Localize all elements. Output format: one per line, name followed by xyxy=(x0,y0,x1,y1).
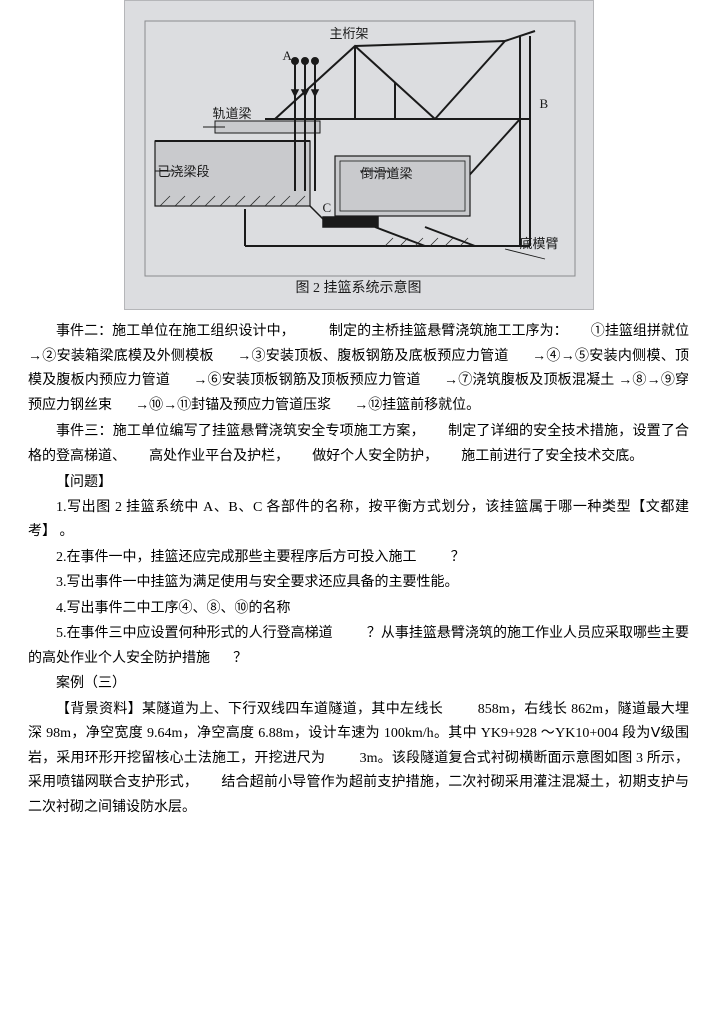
document-body: 事件二：施工单位在施工组织设计中， 制定的主桥挂篮悬臂浇筑施工工序为： ①挂篮组… xyxy=(0,316,717,820)
text: →⑫挂篮前移就位。 xyxy=(354,398,480,413)
label-bottom-mold-arm: 底模臂 xyxy=(520,233,559,256)
question-4: 4.写出事件二中工序④、⑧、⑩的名称 xyxy=(28,597,689,622)
background-para: 【背景资料】某隧道为上、下行双线四车道隧道，其中左线长 858m，右线长 862… xyxy=(28,698,689,821)
text: 做好个人安全防护， xyxy=(312,449,438,464)
text: 制定的主桥挂篮悬臂浇筑施工工序为： xyxy=(329,324,568,339)
label-A: A xyxy=(283,45,292,68)
text: 【背景资料】某隧道为上、下行双线四车道隧道，其中左线长 xyxy=(56,702,443,717)
label-rear-slide-beam: 倒滑道梁 xyxy=(361,163,413,186)
text: 5.在事件三中应设置何种形式的人行登高梯道 xyxy=(56,626,333,641)
event2-para: 事件二：施工单位在施工组织设计中， 制定的主桥挂篮悬臂浇筑施工工序为： ①挂篮组… xyxy=(28,320,689,418)
text: 施工前进行了安全技术交底。 xyxy=(461,449,643,464)
label-main-truss: 主桁架 xyxy=(330,23,369,46)
question-1: 1.写出图 2 挂篮系统中 A、B、C 各部件的名称，按平衡方式划分，该挂篮属于… xyxy=(28,496,689,545)
text: 2.在事件一中，挂篮还应完成那些主要程序后方可投入施工 xyxy=(56,550,417,565)
label-cast-segment: 已浇梁段 xyxy=(158,161,210,184)
event3-para: 事件三：施工单位编写了挂篮悬臂浇筑安全专项施工方案， 制定了详细的安全技术措施，… xyxy=(28,420,689,469)
label-B: B xyxy=(540,93,549,116)
figure-container: 主桁架 A B 轨道梁 已浇梁段 倒滑道梁 C 底模臂 图 2 挂篮系统示意图 xyxy=(0,0,717,310)
question-5: 5.在事件三中应设置何种形式的人行登高梯道 ？从事挂篮悬臂浇筑的施工作业人员应采… xyxy=(28,622,689,671)
text: →③安装顶板、腹板钢筋及底板预应力管道 xyxy=(237,349,509,364)
text: ？ xyxy=(233,651,247,666)
text: 高处作业平台及护栏， xyxy=(149,449,289,464)
text: 事件三：施工单位编写了挂篮悬臂浇筑安全专项施工方案， xyxy=(56,424,425,439)
label-track-beam: 轨道梁 xyxy=(213,103,252,126)
text: →⑥安装顶板钢筋及顶板预应力管道 xyxy=(193,373,420,388)
cantilever-diagram-svg xyxy=(125,1,595,311)
text: ？ xyxy=(451,550,465,565)
case3-heading: 案例（三） xyxy=(28,672,689,697)
text: →⑩→⑪封锚及预应力管道压浆 xyxy=(135,398,331,413)
text: 事件二：施工单位在施工组织设计中， xyxy=(56,324,295,339)
figure-caption: 图 2 挂篮系统示意图 xyxy=(125,277,593,302)
question-3: 3.写出事件一中挂篮为满足使用与安全要求还应具备的主要性能。 xyxy=(28,571,689,596)
label-C: C xyxy=(323,197,332,220)
question-2: 2.在事件一中，挂篮还应完成那些主要程序后方可投入施工 ？ xyxy=(28,546,689,571)
questions-heading: 【问题】 xyxy=(28,471,689,496)
figure-2-diagram: 主桁架 A B 轨道梁 已浇梁段 倒滑道梁 C 底模臂 图 2 挂篮系统示意图 xyxy=(124,0,594,310)
